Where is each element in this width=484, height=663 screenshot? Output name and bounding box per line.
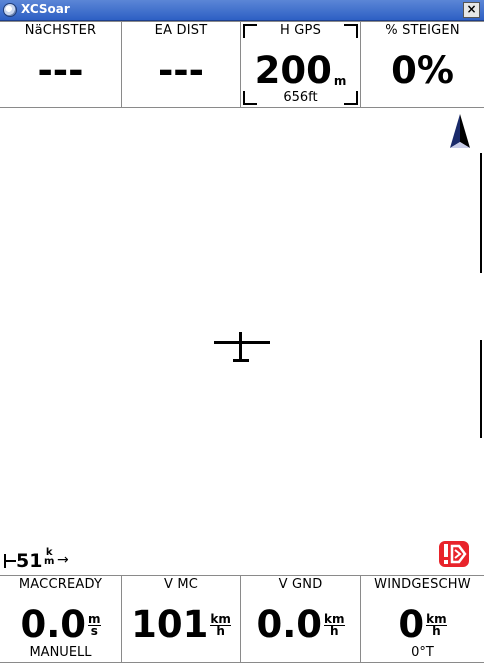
window-title: XCSoar [21, 2, 70, 16]
infobox-steigen[interactable]: % STEIGEN 0% [361, 22, 484, 107]
scale-arrow-icon: → [57, 552, 69, 568]
bottom-infobox-row: MACCREADY 0.0 m s MANUELL V MC 101 km h V GN… [0, 575, 484, 663]
close-button[interactable]: × [463, 2, 480, 18]
infobox-label: WINDGESCHW [374, 577, 471, 592]
infobox-label: V MC [163, 577, 199, 592]
infobox-label: MACCREADY [18, 577, 103, 592]
infobox-value: 0.0 m s [20, 602, 101, 646]
infobox-h-gps[interactable]: H GPS 200 m 656ft [241, 22, 361, 107]
infobox-v-mc[interactable]: V MC 101 km h [122, 576, 241, 662]
infobox-value: 0% [391, 48, 454, 92]
title-bar: XCSoar × [0, 0, 484, 21]
infobox-unit: km h [324, 612, 345, 638]
app-icon [3, 3, 17, 17]
infobox-value: 200 m [254, 48, 347, 92]
selection-corner [243, 24, 257, 38]
infobox-unit: m [333, 74, 347, 88]
infobox-unit: km h [426, 612, 447, 638]
map-edge-bar [480, 153, 482, 273]
north-arrow-icon [450, 114, 470, 148]
map-edge-bar [480, 340, 482, 438]
infobox-v-gnd[interactable]: V GND 0.0 km h [241, 576, 361, 662]
glider-icon [214, 332, 270, 362]
infobox-label: EA DIST [154, 23, 208, 38]
infobox-label: NäCHSTER [24, 23, 97, 38]
infobox-comment: MANUELL [29, 645, 92, 660]
infobox-unit: km h [210, 612, 231, 638]
infobox-label: V GND [278, 577, 323, 592]
infobox-label: H GPS [279, 23, 322, 38]
scale-value: 51 [16, 550, 43, 572]
infobox-maccready[interactable]: MACCREADY 0.0 m s MANUELL [0, 576, 122, 662]
selection-corner [344, 91, 358, 105]
selection-corner [344, 24, 358, 38]
infobox-value: --- [157, 48, 205, 92]
top-infobox-row: NäCHSTER --- EA DIST --- H GPS 200 m 656f… [0, 21, 484, 108]
infobox-value: 101 km h [131, 602, 231, 646]
infobox-value: 0 km h [398, 602, 447, 646]
scale-line [4, 560, 16, 562]
infobox-label: % STEIGEN [385, 23, 460, 38]
infobox-value: 0.0 km h [256, 602, 345, 646]
selection-corner [243, 91, 257, 105]
infobox-naechster[interactable]: NäCHSTER --- [0, 22, 122, 107]
infobox-windgeschw[interactable]: WINDGESCHW 0 km h 0°T [361, 576, 484, 662]
infobox-comment: 0°T [411, 645, 434, 660]
infobox-ea-dist[interactable]: EA DIST --- [122, 22, 241, 107]
infobox-comment: 656ft [283, 90, 318, 105]
airspace-warning-icon[interactable] [439, 541, 469, 567]
infobox-value: --- [37, 48, 84, 92]
